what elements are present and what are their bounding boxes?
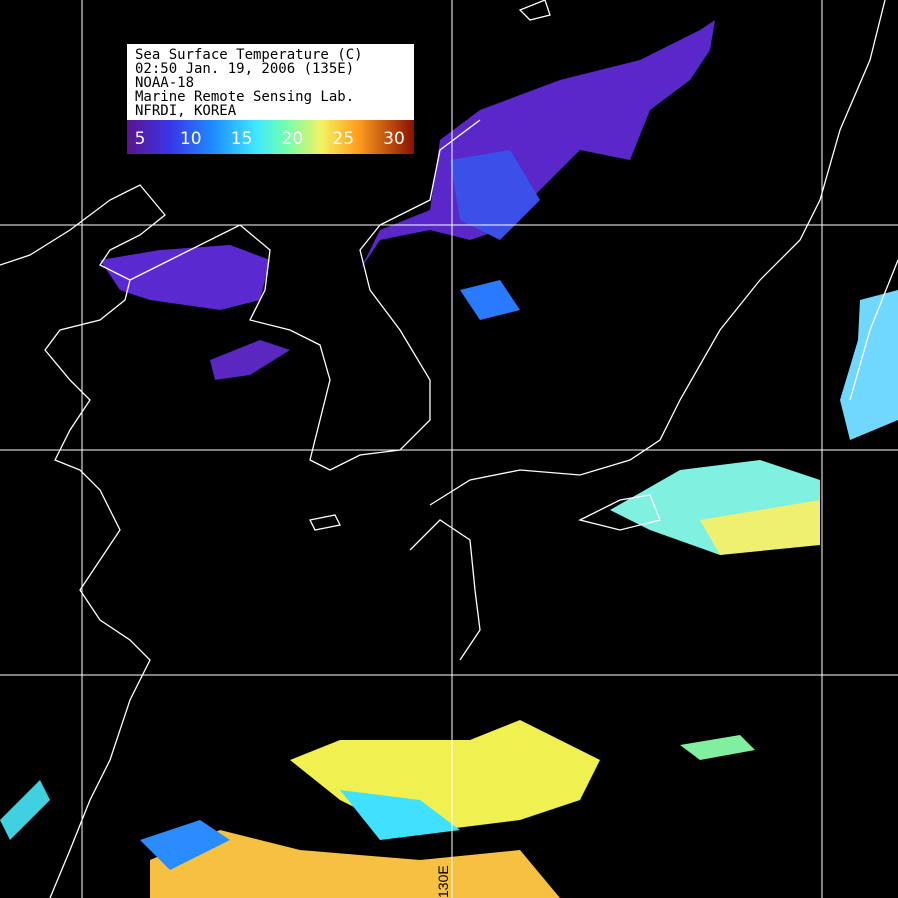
colorbar [127, 120, 414, 154]
lon-label: 140E [823, 9, 839, 42]
legend-line: NOAA-18 [135, 75, 194, 91]
colorbar-tick-label: 15 [231, 129, 253, 149]
lat-label: 40N [4, 207, 30, 223]
colorbar-tick-label: 30 [383, 129, 405, 149]
lon-label: 120E [83, 9, 99, 42]
sst-field [0, 20, 898, 898]
lon-label: 130E [453, 9, 469, 42]
lat-label: 30N [4, 657, 30, 673]
legend-line: Sea Surface Temperature (C) [135, 47, 363, 63]
lon-label: 140E [805, 852, 821, 885]
colorbar-tick-label: 20 [282, 129, 304, 149]
legend-line: NFRDI, KOREA [135, 103, 237, 119]
legend: Sea Surface Temperature (C) 02:50 Jan. 1… [127, 44, 414, 154]
lat-label: 40N [868, 207, 894, 223]
lat-label: 30N [868, 657, 894, 673]
legend-line: Marine Remote Sensing Lab. [135, 89, 354, 105]
lon-label: 130E [435, 865, 451, 898]
lat-label: 35N [868, 432, 894, 448]
lon-label: 120E [65, 865, 81, 898]
colorbar-tick-label: 5 [135, 129, 146, 149]
lat-label: 35N [4, 432, 30, 448]
colorbar-tick-label: 25 [332, 129, 354, 149]
legend-line: 02:50 Jan. 19, 2006 (135E) [135, 61, 354, 77]
colorbar-tick-label: 10 [180, 129, 202, 149]
